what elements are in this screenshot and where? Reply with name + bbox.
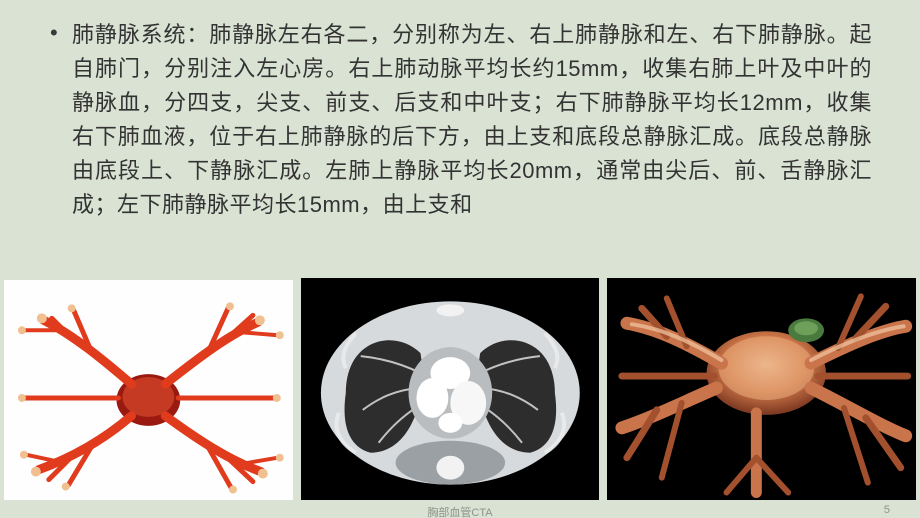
ct-axial-svg — [301, 278, 600, 500]
images-row — [0, 278, 920, 500]
figure-3d-volume-rendering — [607, 278, 916, 500]
slide: • 肺静脉系统：肺静脉左右各二，分别称为左、右上肺静脉和左、右下肺静脉。起自肺门… — [0, 0, 920, 518]
vr-3d-svg — [607, 278, 916, 500]
body-paragraph: 肺静脉系统：肺静脉左右各二，分别称为左、右上肺静脉和左、右下肺静脉。起自肺门，分… — [72, 18, 872, 223]
footer-title: 胸部血管CTA — [427, 504, 492, 518]
bullet-glyph: • — [50, 20, 58, 46]
pv-schematic-svg — [4, 280, 293, 500]
figure-pulmonary-vein-schematic — [4, 280, 293, 500]
page-number: 5 — [884, 504, 890, 516]
slide-footer: 胸部血管CTA 5 — [0, 504, 920, 516]
figure-axial-ct — [301, 278, 600, 500]
